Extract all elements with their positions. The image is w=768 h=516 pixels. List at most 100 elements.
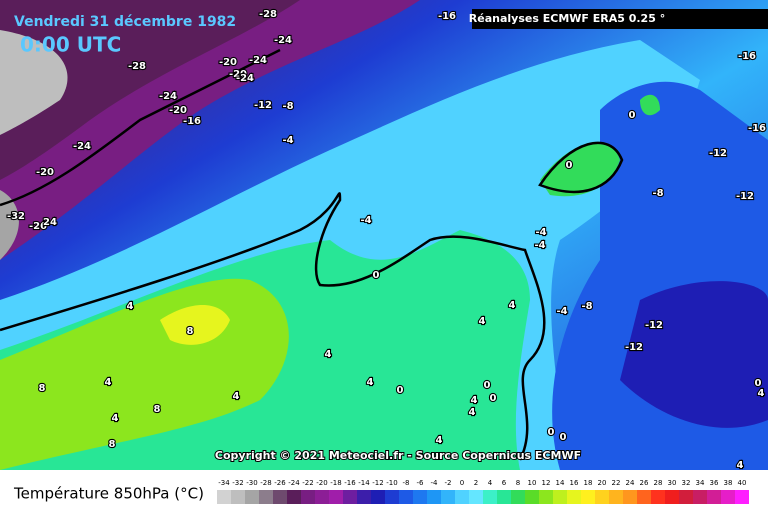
contour-label: -16 — [748, 123, 766, 134]
color-swatch — [511, 490, 525, 504]
colorbar-tick-label: 36 — [710, 479, 719, 487]
colorbar-tick-label: -20 — [316, 479, 327, 487]
contour-label: 0 — [560, 432, 567, 443]
color-swatch — [273, 490, 287, 504]
colorbar-tick-label: -22 — [302, 479, 313, 487]
contour-label: -8 — [652, 188, 663, 199]
colorbar-tick-label: -6 — [417, 479, 425, 487]
color-swatch — [679, 490, 693, 504]
contour-label: -20 — [219, 57, 237, 68]
contour-label: 4 — [479, 316, 486, 327]
contour-label: 4 — [737, 460, 744, 471]
colorbar-tick-label: 4 — [488, 479, 493, 487]
contour-label: -4 — [556, 306, 567, 317]
contour-label: -8 — [581, 301, 592, 312]
color-swatch — [217, 490, 231, 504]
colorbar-tick-label: 24 — [626, 479, 635, 487]
color-swatch — [287, 490, 301, 504]
colorbar-tick-label: 14 — [556, 479, 565, 487]
contour-label: -12 — [709, 148, 727, 159]
contour-label: 0 — [373, 270, 380, 281]
contour-label: -12 — [254, 100, 272, 111]
color-swatch — [651, 490, 665, 504]
contour-label: 0 — [629, 110, 636, 121]
color-swatch — [315, 490, 329, 504]
colorbar-tick-label: 18 — [584, 479, 593, 487]
colorbar-tick-label: 32 — [682, 479, 691, 487]
color-swatch — [259, 490, 273, 504]
zero-isotherm — [0, 48, 624, 461]
contour-label: -16 — [738, 51, 756, 62]
colorbar-tick-label: 40 — [738, 479, 747, 487]
colorbar-tick-label: -10 — [386, 479, 397, 487]
color-swatch — [455, 490, 469, 504]
color-swatch — [525, 490, 539, 504]
colorbar-tick-label: -30 — [246, 479, 257, 487]
contour-label: -12 — [736, 191, 754, 202]
color-swatch — [399, 490, 413, 504]
color-swatch — [609, 490, 623, 504]
contour-label: -24 — [73, 141, 91, 152]
colorbar-tick-label: 34 — [696, 479, 705, 487]
colorbar-tick-label: -4 — [431, 479, 439, 487]
contour-label: 24 — [43, 217, 57, 228]
colorbar-tick-label: 2 — [474, 479, 478, 487]
colorbar-tick-label: -28 — [260, 479, 271, 487]
contour-label: -8 — [282, 101, 293, 112]
contour-label: -28 — [259, 9, 277, 20]
colorbar-tick-label: 30 — [668, 479, 677, 487]
legend-title: Température 850hPa (°C) — [13, 485, 204, 503]
color-swatch — [441, 490, 455, 504]
contour-label: 8 — [187, 326, 194, 337]
colorbar-tick-label: -8 — [403, 479, 410, 487]
color-swatch — [483, 490, 497, 504]
color-swatch — [567, 490, 581, 504]
color-swatch — [553, 490, 567, 504]
color-swatch — [595, 490, 609, 504]
contour-label: -4 — [535, 227, 546, 238]
colorbar-tick-label: -18 — [330, 479, 341, 487]
copyright: Copyright © 2021 Meteociel.fr - Source C… — [215, 449, 581, 462]
colorbar-tick-label: -34 — [218, 479, 230, 487]
colorbar-tick-label: 20 — [598, 479, 607, 487]
colorbar-tick-label: -12 — [372, 479, 383, 487]
colorbar-tick-label: -14 — [358, 479, 370, 487]
color-swatch — [469, 490, 483, 504]
colorbar-tick-label: 0 — [460, 479, 464, 487]
time-text: 0:00 UTC — [20, 33, 121, 57]
color-swatch — [497, 490, 511, 504]
color-swatch — [301, 490, 315, 504]
colorbar-tick-label: 16 — [570, 479, 579, 487]
colorbar-tick-label: 12 — [542, 479, 551, 487]
colorbar-tick-label: 22 — [612, 479, 621, 487]
colorbar-tick-label: 28 — [654, 479, 663, 487]
color-swatch — [231, 490, 245, 504]
contour-label: 4 — [471, 395, 478, 406]
contour-label: -4 — [534, 240, 545, 251]
contour-label: -26 — [29, 221, 47, 232]
contour-label: -4 — [360, 215, 371, 226]
color-swatch — [371, 490, 385, 504]
contour-label: -20 — [229, 69, 247, 80]
contour-label: 0 — [397, 385, 404, 396]
colorbar-tick-label: 38 — [724, 479, 733, 487]
contour-label: 4 — [105, 377, 112, 388]
colorbar-tick-label: 10 — [528, 479, 537, 487]
contour-label: -12 — [625, 342, 643, 353]
color-swatch — [539, 490, 553, 504]
contour-label: -16 — [183, 116, 201, 127]
color-swatch — [343, 490, 357, 504]
contour-label: 0 — [566, 160, 573, 171]
contour-label: 0 — [755, 378, 762, 389]
contour-label: 0 — [490, 393, 497, 404]
color-swatch — [385, 490, 399, 504]
colorbar-tick-label: -2 — [445, 479, 452, 487]
color-swatch — [693, 490, 707, 504]
contour-label: 4 — [112, 413, 119, 424]
color-swatch — [245, 490, 259, 504]
color-swatch — [623, 490, 637, 504]
color-swatch — [735, 490, 749, 504]
contour-label: -24 — [236, 73, 254, 84]
colorbar-tick-label: 6 — [502, 479, 507, 487]
color-swatch — [427, 490, 441, 504]
